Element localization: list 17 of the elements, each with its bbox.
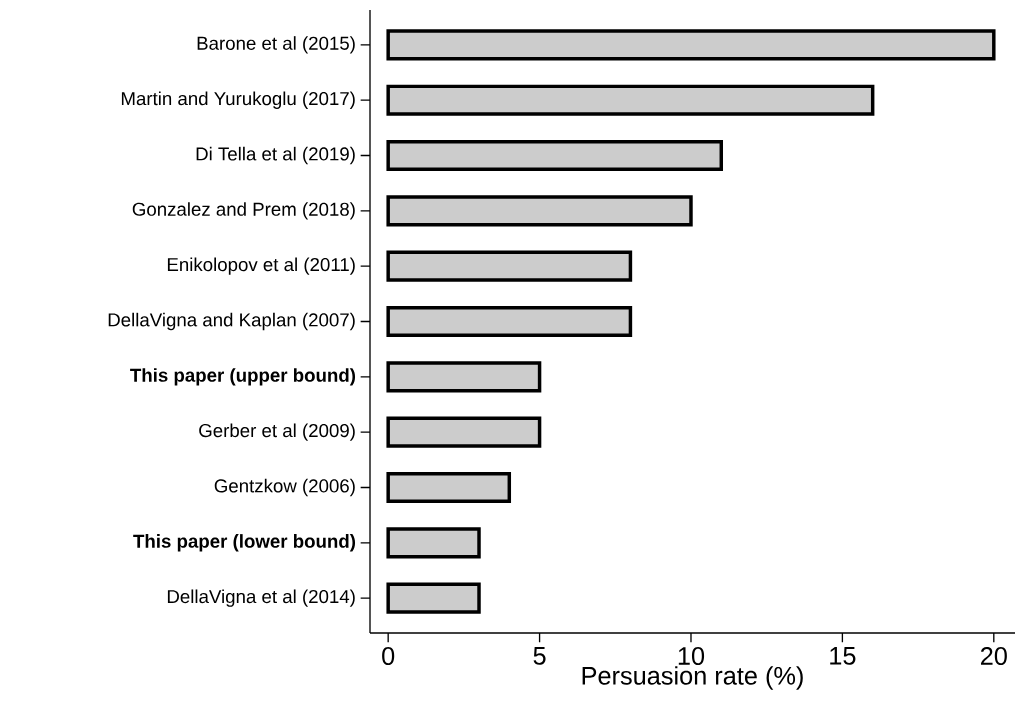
y-tick-label: Gerber et al (2009) <box>199 423 355 441</box>
x-tick-label: 20 <box>980 647 1007 665</box>
x-tick-label: 15 <box>830 647 856 665</box>
y-tick-label: This paper (lower bound) <box>133 534 356 552</box>
x-tick-label: 0 <box>382 647 395 665</box>
y-tick-label: Di Tella et al (2019) <box>196 146 355 165</box>
y-tick-label: DellaVigna and Kaplan (2007) <box>108 312 355 331</box>
x-tick-label: 5 <box>533 647 546 665</box>
x-tick-label: 10 <box>678 647 705 665</box>
x-axis-title: Persuasion rate (%) <box>582 666 803 690</box>
y-tick-label: Gonzalez and Prem (2018) <box>132 202 355 220</box>
y-tick-label: This paper (upper bound) <box>130 368 356 386</box>
y-tick-label: DellaVigna et al (2014) <box>167 589 355 607</box>
y-tick-label: Barone et al (2015) <box>197 36 355 54</box>
y-tick-label: Gentzkow (2006) <box>214 478 355 497</box>
y-tick-label: Martin and Yurukoglu (2017) <box>121 91 355 109</box>
y-tick-label: Enikolopov et al (2011) <box>167 257 355 275</box>
